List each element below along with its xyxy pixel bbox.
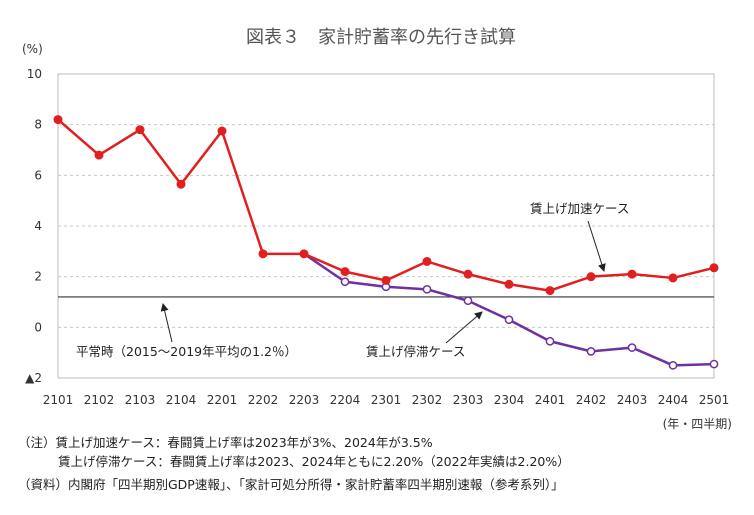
note-line-2: 賃上げ停滞ケース：春闘賃上げ率は2023、2024年ともに2.20%（2022年… [58, 454, 570, 469]
y-axis-unit: (%) [22, 42, 43, 56]
y-tick-label: 2 [34, 270, 42, 284]
x-tick-label: 2101 [43, 393, 74, 407]
y-tick-label: ▲2 [25, 371, 42, 385]
data-point [422, 284, 432, 294]
data-point [53, 115, 63, 125]
data-point [709, 359, 719, 369]
source-note: （資料）内閣府「四半期別GDP速報」、「家計可処分所得・家計貯蓄率四半期別速報（… [18, 477, 564, 492]
data-point [504, 315, 514, 325]
x-tick-label: 2202 [248, 393, 279, 407]
y-tick-label: 6 [34, 168, 42, 182]
x-tick-label: 2301 [371, 393, 402, 407]
y-tick-labels: 10 8 6 4 2 0 ▲2 [25, 67, 42, 385]
data-point [463, 296, 473, 306]
data-point [258, 249, 268, 259]
annotation-accel: 賃上げ加速ケース [530, 201, 629, 216]
data-point [463, 269, 473, 279]
data-point [340, 277, 350, 287]
data-point [422, 256, 432, 266]
data-point [504, 279, 514, 289]
data-point [545, 336, 555, 346]
arrow-accel [587, 220, 606, 272]
data-point [299, 249, 309, 259]
arrow-normal [160, 303, 173, 343]
x-tick-labels: 2101 2102 2103 2104 2201 2202 2203 2204 2301 2302… [43, 393, 730, 407]
data-point [135, 125, 145, 135]
data-point [627, 269, 637, 279]
arrow-stagnant [445, 311, 483, 344]
data-point [586, 347, 596, 356]
x-tick-label: 2403 [617, 393, 648, 407]
x-tick-label: 2303 [453, 393, 484, 407]
note-line-1: （注）賃上げ加速ケース：春闘賃上げ率は2023年が3%、2024年が3.5% [18, 435, 433, 450]
x-axis-unit: (年・四半期) [663, 417, 732, 431]
data-point [668, 360, 678, 370]
grid [57, 73, 715, 379]
annotations: 賃上げ加速ケース 賃上げ停滞ケース 平常時（2015～2019年平均の1.2％） [76, 201, 629, 359]
data-point [545, 286, 555, 296]
chart-title: 図表３ 家計貯蓄率の先行き試算 [246, 27, 516, 48]
x-tick-label: 2103 [125, 393, 156, 407]
x-tick-label: 2302 [412, 393, 443, 407]
x-tick-label: 2501 [699, 393, 730, 407]
x-tick-label: 2204 [330, 393, 361, 407]
x-tick-label: 2203 [289, 393, 320, 407]
annotation-normal: 平常時（2015～2019年平均の1.2％） [76, 344, 297, 359]
data-point [176, 179, 186, 189]
data-point [217, 126, 227, 136]
x-tick-label: 2401 [535, 393, 566, 407]
x-tick-label: 2201 [207, 393, 238, 407]
data-point [340, 267, 350, 277]
data-point [627, 343, 637, 352]
series-layer [53, 115, 719, 370]
x-tick-label: 2104 [166, 393, 197, 407]
y-tick-label: 10 [27, 67, 42, 81]
y-tick-label: 0 [34, 320, 42, 334]
x-tick-label: 2402 [576, 393, 607, 407]
data-point [668, 273, 678, 283]
y-tick-label: 8 [34, 118, 42, 132]
annotation-stagnant: 賃上げ停滞ケース [366, 344, 465, 359]
data-point [709, 263, 719, 273]
data-point [94, 150, 104, 160]
x-tick-label: 2404 [658, 393, 689, 407]
data-point [586, 272, 596, 282]
x-tick-label: 2102 [84, 393, 115, 407]
data-point [381, 275, 391, 285]
x-tick-label: 2304 [494, 393, 525, 407]
y-tick-label: 4 [34, 219, 42, 233]
